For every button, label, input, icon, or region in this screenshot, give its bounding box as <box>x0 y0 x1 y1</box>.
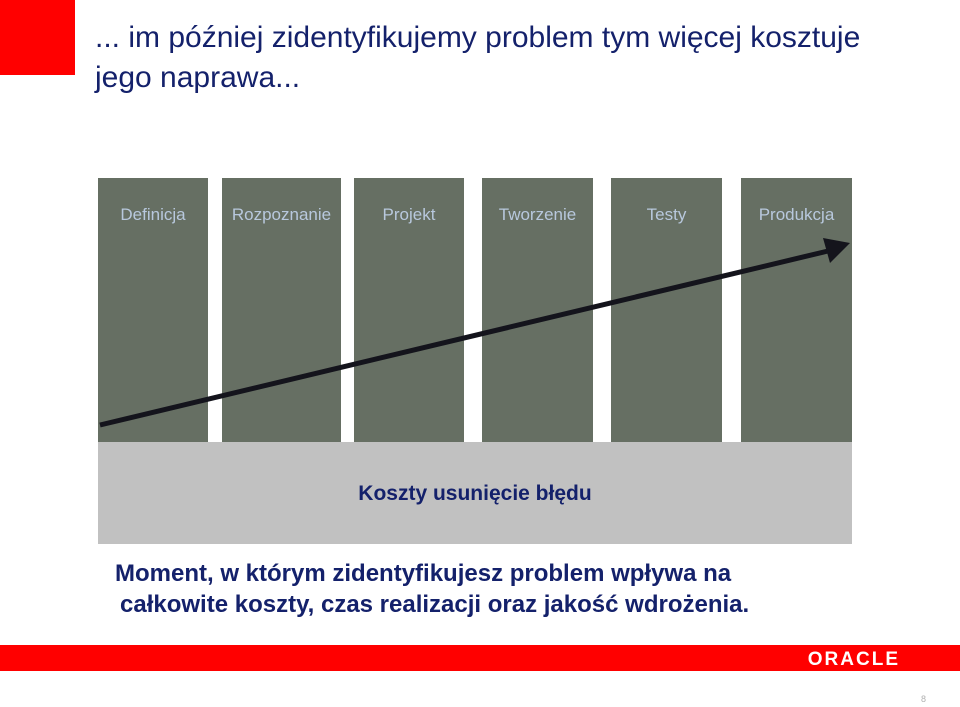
accent-square <box>0 0 75 75</box>
footer-band <box>0 645 960 671</box>
phase-column-projekt <box>354 178 464 442</box>
cost-band <box>98 442 852 544</box>
footnote-line-2: całkowite koszty, czas realizacji oraz j… <box>120 591 750 618</box>
arrow-head <box>823 238 850 263</box>
phase-label: Rozpoznanie <box>231 205 332 224</box>
phase-label: Projekt <box>382 205 436 224</box>
phase-column-rozpoznanie <box>222 178 341 442</box>
arrow-shaft <box>99 248 829 428</box>
phase-column-testy <box>611 178 722 442</box>
footnote-line-1: Moment, w którym zidentyfikujesz problem… <box>115 560 732 587</box>
phase-column-produkcja <box>741 178 852 442</box>
cost-label: Koszty usunięcie błędu <box>358 482 592 505</box>
slide-title: ... im później zidentyfikujemy problem t… <box>95 21 861 94</box>
phase-column-definicja <box>98 178 208 442</box>
phase-label: Tworzenie <box>498 205 577 224</box>
page-number: 8 <box>921 694 927 704</box>
phase-label: Produkcja <box>758 205 835 224</box>
phase-label: Definicja <box>120 205 186 224</box>
phase-label: Testy <box>646 205 687 224</box>
footnote: Moment, w którym zidentyfikujesz problem… <box>115 558 875 620</box>
oracle-logo: ORACLE <box>807 649 900 670</box>
